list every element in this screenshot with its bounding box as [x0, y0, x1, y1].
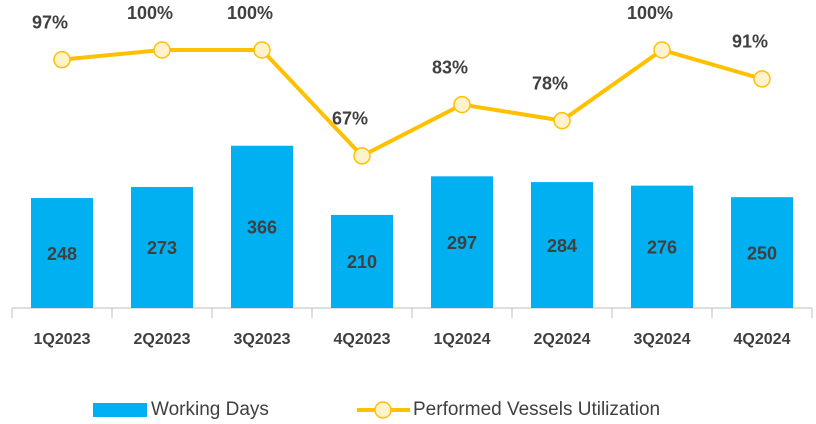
- x-tick-label: 2Q2023: [134, 331, 191, 348]
- x-tick-label: 1Q2023: [34, 331, 91, 348]
- legend-marker: [374, 401, 392, 419]
- bar-value-label: 273: [147, 238, 177, 258]
- bar-value-label: 366: [247, 218, 277, 238]
- x-tick-label: 4Q2023: [334, 331, 391, 348]
- bar-value-label: 250: [747, 243, 777, 263]
- line-marker: [553, 111, 571, 130]
- legend-label: Performed Vessels Utilization: [413, 399, 660, 420]
- legend-swatch: [93, 403, 147, 417]
- line-marker: [453, 95, 471, 114]
- bar: [431, 176, 493, 308]
- x-tick-label: 4Q2024: [734, 331, 791, 348]
- line: [61, 47, 763, 159]
- bar: [331, 214, 393, 308]
- bar: [231, 145, 293, 308]
- line-value-label: 67%: [332, 109, 368, 129]
- line-value-label: 83%: [432, 57, 468, 77]
- x-tick-label: 3Q2024: [634, 331, 691, 348]
- bar: [531, 182, 593, 308]
- bar: [631, 185, 693, 308]
- legend-label: Working Days: [151, 399, 269, 420]
- line-marker: [53, 50, 71, 69]
- line-marker: [653, 41, 671, 59]
- x-tick-label: 1Q2024: [434, 331, 491, 348]
- x-tick-label: 2Q2024: [534, 331, 591, 348]
- line-marker: [253, 41, 271, 59]
- line-value-label: 100%: [227, 3, 273, 23]
- bar-value-label: 248: [47, 244, 77, 264]
- line-value-label: 100%: [627, 3, 673, 23]
- line-marker: [353, 147, 371, 165]
- bar-value-label: 297: [447, 233, 477, 253]
- bar: [731, 197, 793, 308]
- line-marker: [753, 70, 771, 88]
- bar-value-label: 276: [647, 238, 677, 258]
- x-tick-label: 3Q2023: [234, 331, 291, 348]
- line-value-label: 100%: [127, 3, 173, 23]
- bar-value-label: 284: [547, 236, 577, 256]
- bar-value-label: 210: [347, 252, 377, 272]
- line-value-label: 78%: [532, 73, 568, 93]
- line-value-label: 97%: [32, 12, 68, 32]
- bar: [131, 186, 193, 308]
- bar: [31, 198, 93, 308]
- line-marker: [153, 41, 171, 59]
- line-value-label: 91%: [732, 32, 768, 52]
